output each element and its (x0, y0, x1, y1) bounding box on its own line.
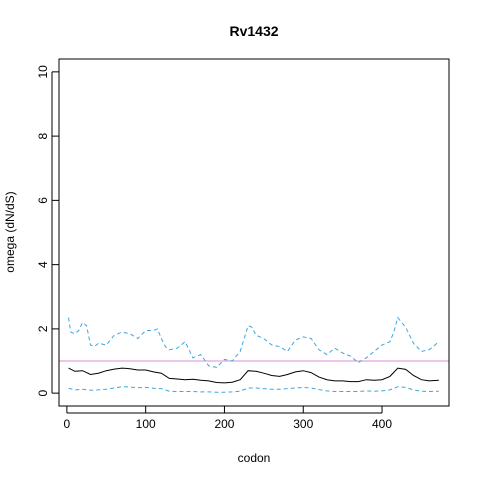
y-tick-label: 8 (36, 132, 50, 139)
y-tick-label: 10 (36, 65, 50, 79)
y-tick-label: 4 (36, 261, 50, 268)
chart-title: Rv1432 (229, 23, 278, 39)
x-tick-label: 200 (214, 417, 234, 431)
series-line-estimate (68, 367, 439, 384)
series-line-lower (68, 386, 439, 393)
x-tick-label: 300 (293, 417, 313, 431)
x-axis-label: codon (238, 451, 271, 465)
x-tick-label: 100 (136, 417, 156, 431)
chart-marks: 0 100 200 300 400 0 2 4 6 8 10 (36, 65, 449, 431)
y-tick-label: 6 (36, 197, 50, 204)
y-tick-label: 0 (36, 389, 50, 396)
x-tick-label: 0 (64, 417, 71, 431)
y-tick-label: 2 (36, 325, 50, 332)
series-line-upper (68, 316, 440, 368)
x-tick-label: 400 (372, 417, 392, 431)
y-axis-label: omega (dN/dS) (3, 191, 17, 272)
plot-frame (58, 58, 450, 407)
